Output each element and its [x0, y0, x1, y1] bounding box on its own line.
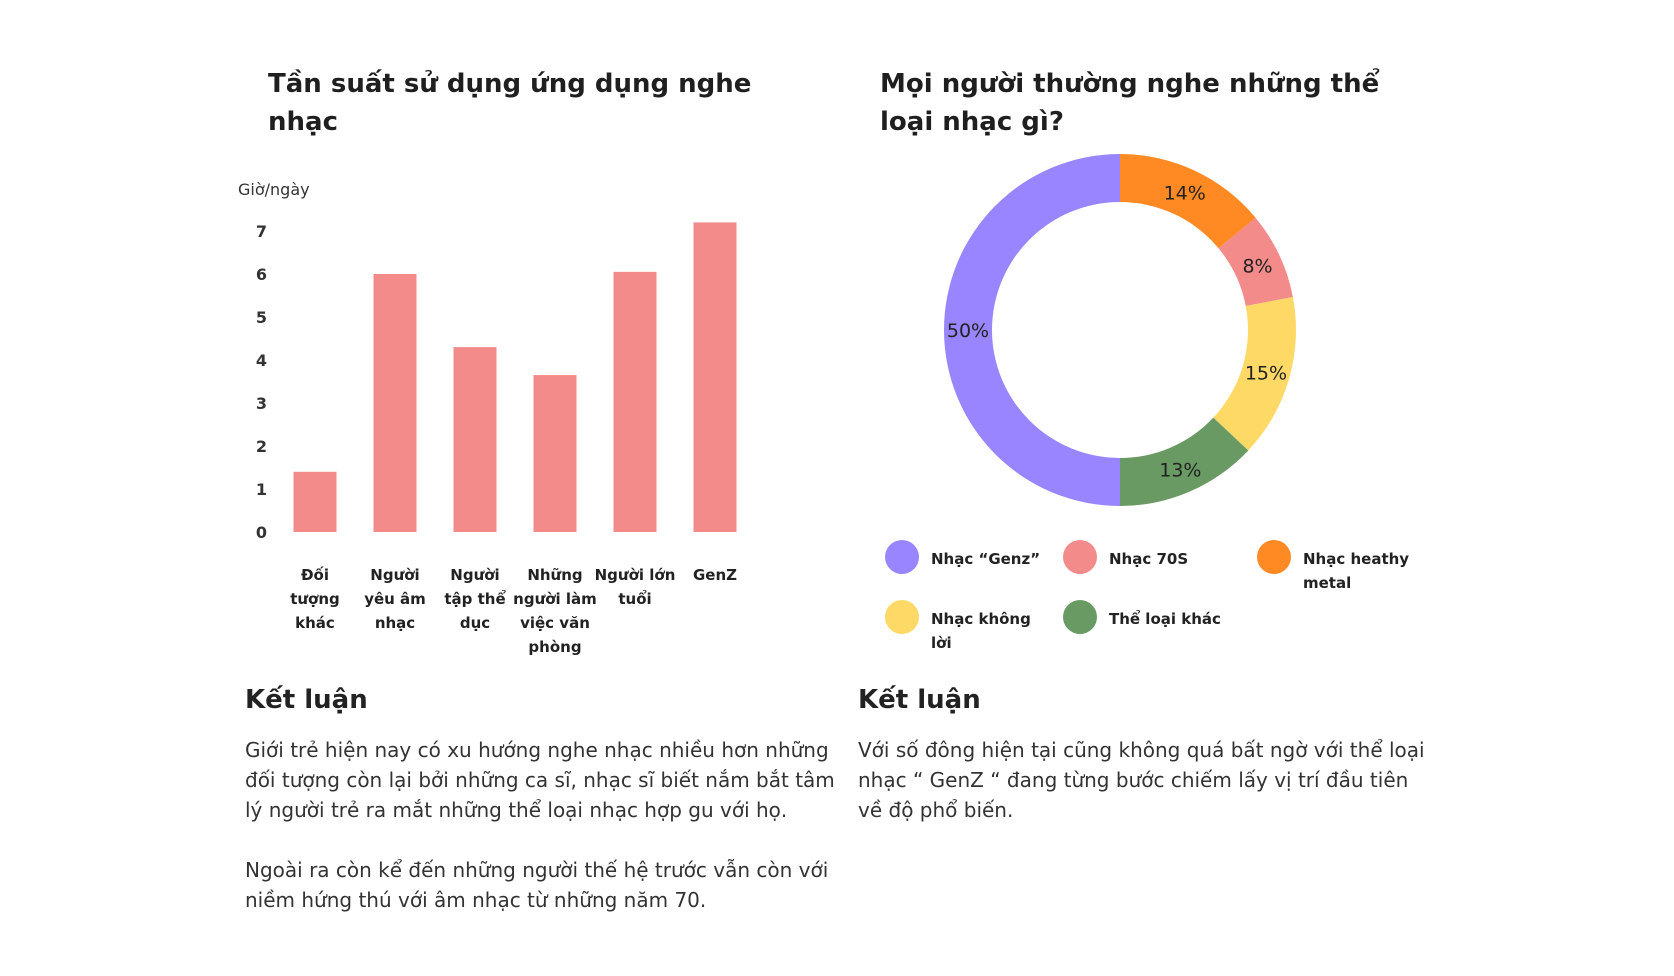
y-tick-label: 1 [256, 480, 267, 499]
x-tick-label: Người [450, 566, 499, 584]
bar [373, 274, 417, 532]
slice-label: 15% [1245, 362, 1287, 384]
donut-chart: 14% 8% 15% 13% 50% [944, 154, 1296, 506]
bar-chart-title: Tần suất sử dụng ứng dụng nghe nhạc [268, 69, 752, 137]
x-tick-label: tượng [290, 590, 340, 608]
legend-item-70s: Nhạc 70S [1063, 540, 1227, 574]
legend-swatch [1063, 600, 1097, 634]
x-tick-label: yêu âm [364, 590, 426, 608]
legend-label: Thể loại khác [1109, 610, 1221, 628]
x-tick-label: Đối [301, 565, 329, 584]
slice-label: 50% [947, 320, 989, 342]
y-tick-label: 6 [256, 265, 267, 284]
donut-slice [1120, 154, 1256, 249]
slice-label: 13% [1159, 459, 1201, 481]
donut-slice [1213, 297, 1296, 451]
slice-label: 14% [1164, 182, 1206, 204]
legend-swatch [1257, 540, 1291, 574]
x-tick-label: nhạc [375, 614, 415, 632]
y-tick-label: 7 [256, 222, 267, 241]
y-axis-label: Giờ/ngày [238, 180, 310, 199]
x-tick-label: tuổi [618, 589, 651, 608]
donut-slice [1218, 217, 1293, 307]
x-tick-label: Những [527, 566, 582, 584]
donut-slice [1120, 417, 1249, 506]
x-tick-label: Người lớn [595, 566, 676, 584]
conclusion-left-title: Kết luận [245, 685, 368, 715]
legend-item-instrumental: Nhạc không lời [885, 600, 1049, 655]
x-tick-label: khác [295, 614, 335, 632]
conclusion-right-paragraph-1: Với số đông hiện tại cũng không quá bất … [858, 738, 1425, 822]
slice-label: 8% [1242, 255, 1272, 277]
x-tick-label: dục [460, 614, 490, 632]
bar-chart: Giờ/ngày 0 1 2 3 4 5 6 7 Đối tượng khác Người yêu âm n… [238, 180, 737, 656]
conclusion-right-title: Kết luận [858, 685, 981, 715]
legend-label: Nhạc không lời [931, 610, 1031, 652]
bar [453, 347, 497, 532]
conclusion-left-paragraph-1: Giới trẻ hiện nay có xu hướng nghe nhạc … [245, 738, 835, 822]
x-tick-label: tập thể [444, 589, 506, 608]
x-tick-label: người làm [513, 590, 597, 608]
legend-label: Nhạc heathy metal [1303, 550, 1410, 592]
x-tick-label: việc văn [520, 614, 590, 632]
x-tick-label: phòng [528, 638, 581, 656]
y-tick-label: 5 [256, 308, 267, 327]
legend-label: Nhạc “Genz” [931, 550, 1041, 568]
x-tick-label: GenZ [693, 566, 737, 584]
legend-swatch [885, 540, 919, 574]
conclusion-left-paragraph-2: Ngoài ra còn kể đến những người thế hệ t… [245, 858, 829, 912]
legend-label: Nhạc 70S [1109, 550, 1189, 568]
bar [293, 471, 337, 532]
legend-item-other: Thể loại khác [1063, 600, 1227, 634]
y-tick-label: 3 [256, 394, 267, 413]
y-tick-label: 2 [256, 437, 267, 456]
legend-item-genz: Nhạc “Genz” [885, 540, 1049, 574]
y-tick-label: 0 [256, 523, 267, 542]
legend-swatch [885, 600, 919, 634]
bar [533, 375, 577, 532]
bar [613, 271, 657, 532]
bar [693, 222, 737, 532]
donut-chart-title: Mọi người thường nghe những thể loại nhạ… [880, 69, 1380, 137]
y-tick-label: 4 [256, 351, 267, 370]
donut-slice [944, 154, 1120, 506]
legend-item-metal: Nhạc heathy metal [1257, 540, 1421, 595]
x-tick-label: Người [370, 566, 419, 584]
legend-swatch [1063, 540, 1097, 574]
